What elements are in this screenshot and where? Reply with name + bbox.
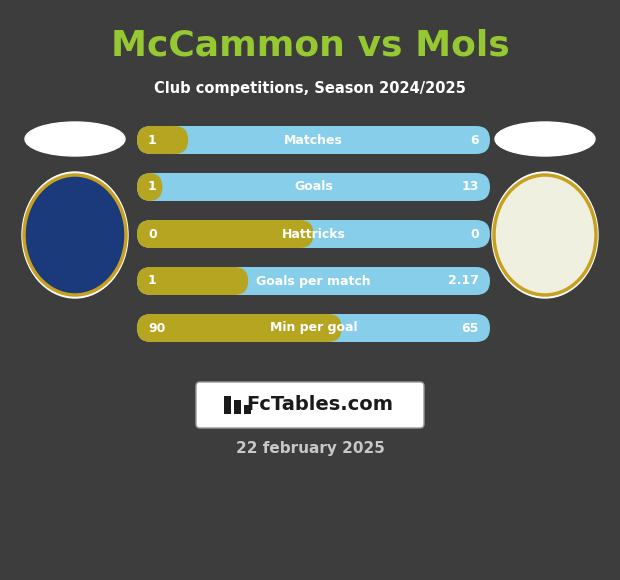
Bar — [234, 400, 241, 414]
Text: 1: 1 — [148, 180, 157, 194]
Text: 0: 0 — [470, 227, 479, 241]
Text: FcTables.com: FcTables.com — [247, 396, 394, 415]
Text: 2.17: 2.17 — [448, 274, 479, 288]
FancyBboxPatch shape — [137, 267, 490, 295]
Text: 65: 65 — [462, 321, 479, 335]
Text: 13: 13 — [462, 180, 479, 194]
Text: 1: 1 — [148, 133, 157, 147]
FancyBboxPatch shape — [196, 382, 424, 428]
FancyBboxPatch shape — [137, 314, 342, 342]
FancyBboxPatch shape — [137, 173, 490, 201]
FancyBboxPatch shape — [137, 126, 188, 154]
FancyBboxPatch shape — [137, 220, 314, 248]
Text: Goals: Goals — [294, 180, 333, 194]
Text: 1: 1 — [148, 274, 157, 288]
Text: Hattricks: Hattricks — [281, 227, 345, 241]
Text: 0: 0 — [148, 227, 157, 241]
Bar — [244, 405, 251, 414]
FancyBboxPatch shape — [137, 220, 490, 248]
Ellipse shape — [495, 176, 595, 294]
Ellipse shape — [492, 172, 598, 298]
Text: Matches: Matches — [284, 133, 343, 147]
Ellipse shape — [495, 122, 595, 156]
Text: McCammon vs Mols: McCammon vs Mols — [110, 28, 510, 62]
Text: Goals per match: Goals per match — [256, 274, 371, 288]
FancyBboxPatch shape — [137, 314, 490, 342]
Ellipse shape — [22, 172, 128, 298]
FancyBboxPatch shape — [137, 267, 248, 295]
Text: 22 february 2025: 22 february 2025 — [236, 441, 384, 456]
FancyBboxPatch shape — [137, 126, 490, 154]
Text: Club competitions, Season 2024/2025: Club competitions, Season 2024/2025 — [154, 81, 466, 96]
Ellipse shape — [25, 122, 125, 156]
FancyBboxPatch shape — [137, 173, 162, 201]
Bar — [224, 396, 231, 414]
Ellipse shape — [25, 176, 125, 294]
Text: 6: 6 — [471, 133, 479, 147]
Text: Min per goal: Min per goal — [270, 321, 357, 335]
Text: 90: 90 — [148, 321, 166, 335]
